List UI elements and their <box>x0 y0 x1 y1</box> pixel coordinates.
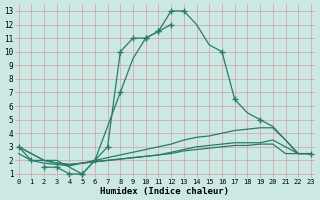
X-axis label: Humidex (Indice chaleur): Humidex (Indice chaleur) <box>100 187 229 196</box>
